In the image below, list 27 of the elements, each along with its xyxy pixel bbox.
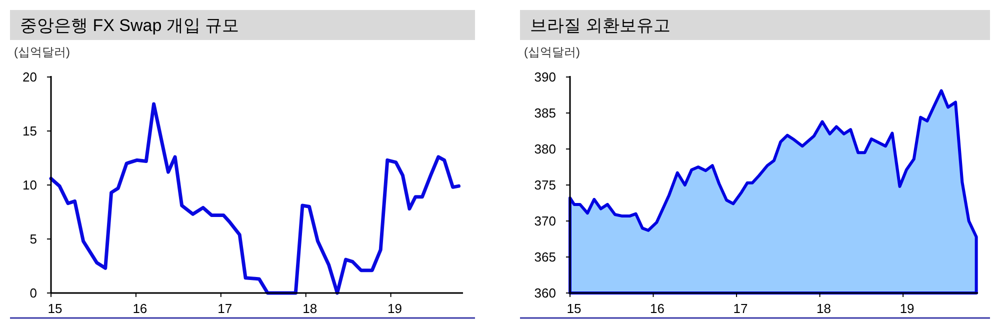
line-series [49, 102, 460, 295]
x-tick-label: 19 [900, 301, 914, 316]
y-axis-title: (십억달러) [14, 45, 70, 59]
y-tick-label: 15 [22, 124, 37, 138]
y-tick-label: 380 [534, 142, 556, 156]
x-tick-label: 18 [302, 301, 318, 316]
y-tick-label: 10 [22, 178, 37, 192]
y-tick-label: 0 [30, 286, 37, 300]
x-tick-label: 16 [132, 301, 148, 316]
y-tick-label: 370 [534, 214, 556, 228]
x-tick-label: 17 [218, 301, 232, 316]
y-tick-label: 20 [22, 70, 37, 84]
y-tick-label: 360 [534, 286, 556, 300]
y-tick-label: 390 [534, 70, 556, 84]
x-tick-label: 17 [733, 301, 748, 316]
x-tick-label: 19 [388, 301, 402, 316]
x-tick-label: 15 [566, 301, 582, 316]
y-tick-label: 5 [30, 232, 37, 246]
y-tick-label: 375 [534, 178, 556, 192]
y-tick-label: 365 [534, 250, 556, 264]
chart-title: 중앙은행 FX Swap 개입 규모 [20, 16, 240, 35]
x-tick-label: 15 [48, 301, 62, 316]
x-tick-label: 16 [650, 301, 664, 316]
x-tick-label: 18 [816, 301, 832, 316]
chart-title: 브라질 외환보유고 [530, 16, 671, 35]
y-axis-title: (십억달러) [524, 45, 580, 59]
y-tick-label: 385 [534, 106, 556, 120]
